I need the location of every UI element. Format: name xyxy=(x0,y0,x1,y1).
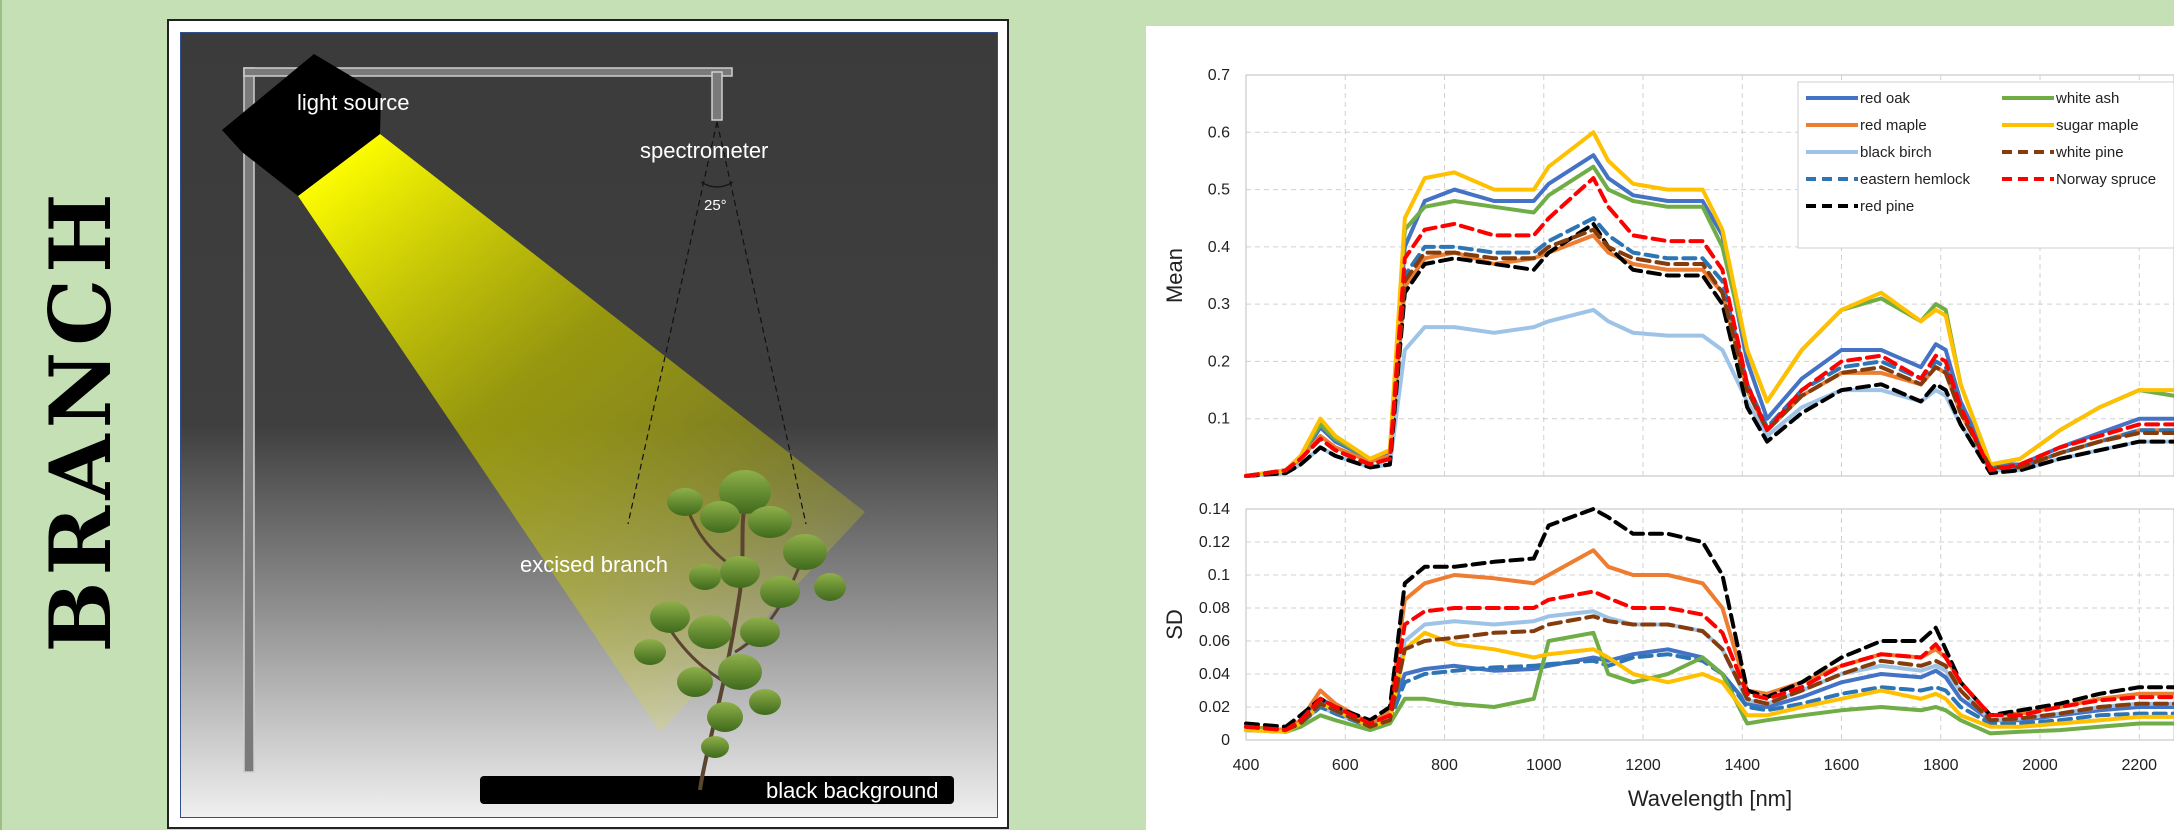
mean-series-line xyxy=(1244,221,2174,478)
mean-y-tick-label: 0.4 xyxy=(1208,239,1230,256)
sd-y-tick-label: 0 xyxy=(1221,732,1230,749)
excised-branch-label: excised branch xyxy=(520,552,668,577)
sd-plot: 0 0.02 0.04 0.06 0.08 0.1 0.12 0.14 SD 400 600 800 1… xyxy=(1162,501,2174,811)
mean-series-line xyxy=(1244,176,2174,478)
vertical-title: BRANCH xyxy=(30,187,130,653)
black-background-board xyxy=(480,776,954,804)
sd-series-line xyxy=(1244,614,2174,733)
legend-label: black birch xyxy=(1860,144,1932,161)
sd-y-tick-label: 0.02 xyxy=(1199,699,1230,716)
x-tick-label: 400 xyxy=(1233,757,1260,774)
sd-y-tick-label: 0.08 xyxy=(1199,600,1230,617)
sd-series-line xyxy=(1244,507,2174,729)
sd-series-line xyxy=(1244,589,2174,733)
sd-y-axis-title: SD xyxy=(1162,609,1187,640)
sd-series-line xyxy=(1244,630,2174,736)
legend-box xyxy=(1797,81,2174,249)
branch-illustration xyxy=(634,470,846,791)
x-tick-label: 800 xyxy=(1431,757,1458,774)
stand-frame xyxy=(243,67,733,773)
legend: red oak white ash red maple sugar maple blac… xyxy=(1797,81,2174,249)
spectrometer-field-of-view xyxy=(627,121,807,525)
sd-plot-area xyxy=(1245,508,2174,741)
x-tick-label: 1000 xyxy=(1526,757,1562,774)
left-border xyxy=(0,0,2,830)
sd-y-tick-label: 0.06 xyxy=(1199,633,1230,650)
light-source-lamp xyxy=(222,54,381,196)
x-axis-title: Wavelength [nm] xyxy=(1628,786,1792,811)
black-background-label: black background xyxy=(766,778,938,803)
mean-series-line xyxy=(1244,130,2174,478)
chart-panel: 0.1 0.2 0.3 0.4 0.5 0.6 0.7 Mean 0 0.02 0.04 0.06 0… xyxy=(1146,26,2174,830)
sd-y-tick-label: 0.14 xyxy=(1199,501,1230,518)
x-tick-label: 2200 xyxy=(2121,757,2157,774)
mean-plot: 0.1 0.2 0.3 0.4 0.5 0.6 0.7 Mean xyxy=(1162,67,2174,478)
sd-series-line xyxy=(1244,630,2174,734)
mean-y-tick-label: 0.6 xyxy=(1208,124,1230,141)
x-tick-label: 1800 xyxy=(1923,757,1959,774)
sd-y-tick-label: 0.04 xyxy=(1199,666,1230,683)
legend-label: sugar maple xyxy=(2056,117,2139,134)
setup-diagram: light source spectrometer 25° excised br… xyxy=(180,32,998,818)
sd-y-tick-label: 0.1 xyxy=(1208,567,1230,584)
legend-label: red maple xyxy=(1860,117,1927,134)
x-tick-label: 1600 xyxy=(1824,757,1860,774)
legend-label: eastern hemlock xyxy=(1860,171,1971,188)
mean-y-axis-title: Mean xyxy=(1162,248,1187,303)
mean-y-tick-label: 0.7 xyxy=(1208,67,1230,84)
mean-y-tick-label: 0.2 xyxy=(1208,353,1230,370)
light-beam xyxy=(298,134,865,732)
angle-label: 25° xyxy=(704,197,727,214)
mean-series-line xyxy=(1244,216,2174,478)
legend-label: white ash xyxy=(2055,90,2119,107)
x-tick-label: 2000 xyxy=(2022,757,2058,774)
x-tick-label: 1400 xyxy=(1724,757,1760,774)
legend-label: red oak xyxy=(1860,90,1911,107)
light-source-label: light source xyxy=(297,90,410,115)
mean-y-tick-label: 0.1 xyxy=(1208,411,1230,428)
mean-y-tick-label: 0.3 xyxy=(1208,296,1230,313)
spectrometer-label: spectrometer xyxy=(640,138,768,163)
x-tick-label: 1200 xyxy=(1625,757,1661,774)
x-tick-label: 600 xyxy=(1332,757,1359,774)
mean-plot-area xyxy=(1245,74,2174,477)
legend-label: Norway spruce xyxy=(2056,171,2156,188)
mean-y-tick-label: 0.5 xyxy=(1208,182,1230,199)
legend-label: red pine xyxy=(1860,198,1914,215)
legend-label: white pine xyxy=(2055,144,2124,161)
sd-y-tick-label: 0.12 xyxy=(1199,534,1230,551)
